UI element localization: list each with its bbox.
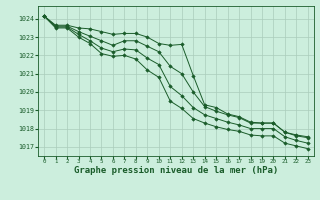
X-axis label: Graphe pression niveau de la mer (hPa): Graphe pression niveau de la mer (hPa): [74, 166, 278, 175]
